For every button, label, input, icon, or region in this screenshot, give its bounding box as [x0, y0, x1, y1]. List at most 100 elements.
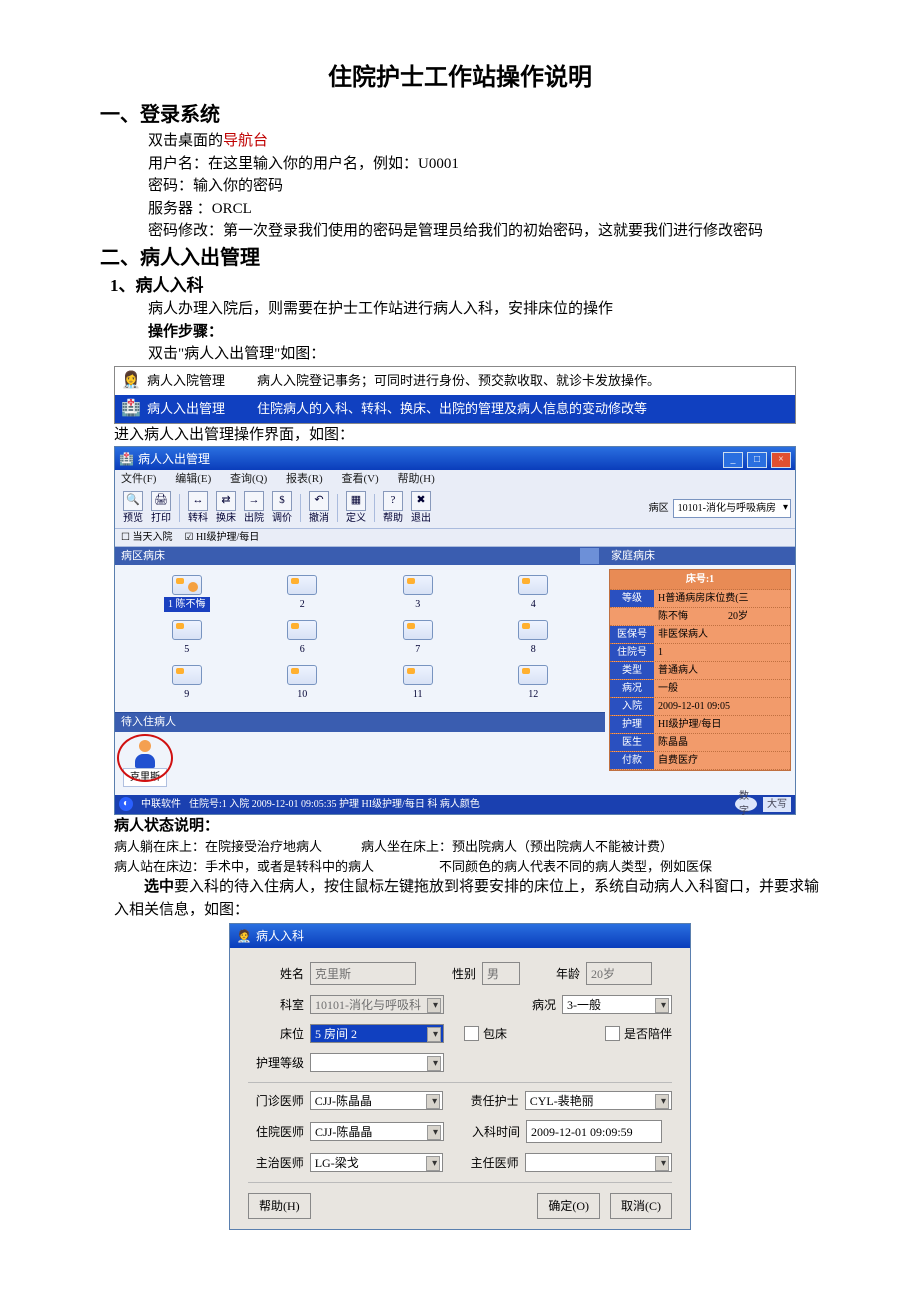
bed-label: 6	[300, 642, 305, 657]
chk-pack[interactable]	[464, 1026, 479, 1041]
beds-area: 病区病床 1 陈不悔23456789101112 待入住病人 克里斯	[115, 547, 605, 795]
bed-info-row: 医保号非医保病人	[610, 626, 790, 644]
tb-preview[interactable]: 🔍预览	[123, 491, 143, 526]
menu-row-2[interactable]: 🏥 病人入出管理 住院病人的入科、转科、换床、出院的管理及病人信息的变动修改等	[115, 395, 795, 423]
section-2-heading: 二、病人入出管理	[100, 243, 820, 273]
menu-view[interactable]: 查看(V)	[341, 473, 378, 485]
combo-care[interactable]	[310, 1053, 444, 1072]
label-nurse: 责任护士	[463, 1092, 525, 1110]
bed-8[interactable]: 8	[480, 620, 588, 657]
tb-sep	[300, 494, 301, 522]
minimize-button[interactable]: _	[723, 452, 743, 468]
ward-combo[interactable]: 10101-消化与呼吸病房	[673, 499, 791, 518]
bed-7[interactable]: 7	[364, 620, 472, 657]
chk-accomp[interactable]	[605, 1026, 620, 1041]
tb-print[interactable]: 🖨打印	[151, 491, 171, 526]
help-button[interactable]: 帮助(H)	[248, 1193, 311, 1219]
status-bar: ◐ 中联软件 住院号:1 入院 2009-12-01 09:05:35 护理 H…	[115, 795, 795, 814]
bed-5[interactable]: 5	[133, 620, 241, 657]
bed-label: 3	[415, 597, 420, 612]
bed-info-title: 床号:1	[610, 570, 790, 590]
tb-changebed[interactable]: ⇄换床	[216, 491, 236, 526]
menu-report[interactable]: 报表(R)	[286, 473, 323, 485]
bed-info-row: 住院号1	[610, 644, 790, 662]
tb-undo[interactable]: ↶撤消	[309, 491, 329, 526]
menu-bar: 文件(F) 编辑(E) 查询(Q) 报表(R) 查看(V) 帮助(H)	[115, 470, 795, 489]
bed-info-key: 付款	[610, 752, 654, 769]
bed-label: 9	[184, 687, 189, 702]
menu-help[interactable]: 帮助(H)	[397, 473, 434, 485]
combo-nurse[interactable]: CYL-裴艳丽	[525, 1091, 672, 1110]
ok-button[interactable]: 确定(O)	[537, 1193, 600, 1219]
field-age: 20岁	[586, 962, 652, 985]
label-care: 护理等级	[248, 1054, 310, 1072]
side-panel: 家庭病床 床号:1 等级H普通病房床位费(三陈不悔 20岁医保号非医保病人住院号…	[605, 547, 795, 795]
row-name: 姓名 克里斯 性别 男 年龄 20岁	[248, 962, 672, 985]
tb-transfer[interactable]: ↔转科	[188, 491, 208, 526]
bed-12[interactable]: 12	[480, 665, 588, 702]
bed-icon	[518, 665, 548, 685]
bed-6[interactable]: 6	[249, 620, 357, 657]
bed-10[interactable]: 10	[249, 665, 357, 702]
chk-today[interactable]: ☐ 当天入院	[121, 530, 172, 545]
tb-exit[interactable]: ✖退出	[411, 491, 431, 526]
bed-2[interactable]: 2	[249, 575, 357, 612]
vendor-icon: ◐	[119, 797, 133, 811]
beds-header: 病区病床	[115, 547, 605, 566]
app-icon: 🏥	[119, 450, 134, 468]
bed-4[interactable]: 4	[480, 575, 588, 612]
sec2-p2: 操作步骤：	[148, 321, 820, 344]
bed-3[interactable]: 3	[364, 575, 472, 612]
combo-dept[interactable]: 10101-消化与呼吸科	[310, 995, 444, 1014]
patient-icon[interactable]	[133, 740, 157, 768]
bed-info-key: 病况	[610, 680, 654, 697]
label-sex: 性别	[436, 965, 482, 983]
state-l1b: 病人坐在床上：预出院病人（预出院病人不能被计费）	[361, 839, 673, 854]
bed-icon	[518, 575, 548, 595]
bed-icon	[287, 665, 317, 685]
row-indoc: 住院医师 CJJ-陈晶晶 入科时间 2009-12-01 09:09:59	[248, 1120, 672, 1143]
combo-indoc[interactable]: CJJ-陈晶晶	[310, 1122, 444, 1141]
menu-query[interactable]: 查询(Q)	[230, 473, 267, 485]
divider	[248, 1082, 672, 1083]
maximize-button[interactable]: □	[747, 452, 767, 468]
combo-bed[interactable]: 5 房间 2	[310, 1024, 444, 1043]
bed-info-value: 2009-12-01 09:05	[654, 698, 790, 715]
sec1-line1-pre: 双击桌面的	[148, 133, 223, 149]
combo-outdoc[interactable]: CJJ-陈晶晶	[310, 1091, 443, 1110]
menu-file[interactable]: 文件(F)	[121, 473, 156, 485]
menu-row-1[interactable]: 👩‍⚕️ 病人入院管理 病人入院登记事务；可同时进行身份、预交款收取、就诊卡发放…	[115, 367, 795, 395]
label-dept: 科室	[248, 996, 310, 1014]
waiting-patient-name: 克里斯	[123, 768, 167, 787]
state-l2a: 病人站在床边：手术中，或者是转科中的病人	[114, 859, 374, 874]
tb-discharge[interactable]: →出院	[244, 491, 264, 526]
bed-icon	[172, 665, 202, 685]
bed-1[interactable]: 1 陈不悔	[133, 575, 241, 612]
bed-icon	[403, 575, 433, 595]
bed-9[interactable]: 9	[133, 665, 241, 702]
tb-define[interactable]: ▦定义	[346, 491, 366, 526]
state-l2b: 不同颜色的病人代表不同的病人类型，例如医保	[439, 859, 712, 874]
combo-cond[interactable]: 3-一般	[562, 995, 672, 1014]
tb-help[interactable]: ?帮助	[383, 491, 403, 526]
label-indoc: 住院医师	[248, 1123, 310, 1141]
bed-info-value: 非医保病人	[654, 626, 790, 643]
menu-edit[interactable]: 编辑(E)	[175, 473, 211, 485]
bed-icon	[403, 665, 433, 685]
chk-care[interactable]: ☑ HI级护理/每日	[184, 530, 259, 545]
combo-chief[interactable]	[525, 1153, 672, 1172]
status-end-2: 大写	[763, 797, 791, 812]
state-line1: 病人躺在床上：在院接受治疗地病人 病人坐在床上：预出院病人（预出院病人不能被计费…	[114, 837, 820, 857]
bed-info-key: 等级	[610, 590, 654, 607]
sec2-p1: 病人办理入院后，则需要在护士工作站进行病人入科，安排床位的操作	[148, 298, 820, 321]
row-bed: 床位 5 房间 2 包床 是否陪伴	[248, 1024, 672, 1043]
close-button[interactable]: ×	[771, 452, 791, 468]
combo-attend[interactable]: LG-梁戈	[310, 1153, 443, 1172]
tb-price[interactable]: $调价	[272, 491, 292, 526]
field-time[interactable]: 2009-12-01 09:09:59	[526, 1120, 662, 1143]
bed-11[interactable]: 11	[364, 665, 472, 702]
status-end-1: 数字	[735, 797, 757, 811]
cancel-button[interactable]: 取消(C)	[610, 1193, 672, 1219]
bed-label: 4	[531, 597, 536, 612]
menu-row-1-label: 病人入院管理	[147, 371, 257, 391]
